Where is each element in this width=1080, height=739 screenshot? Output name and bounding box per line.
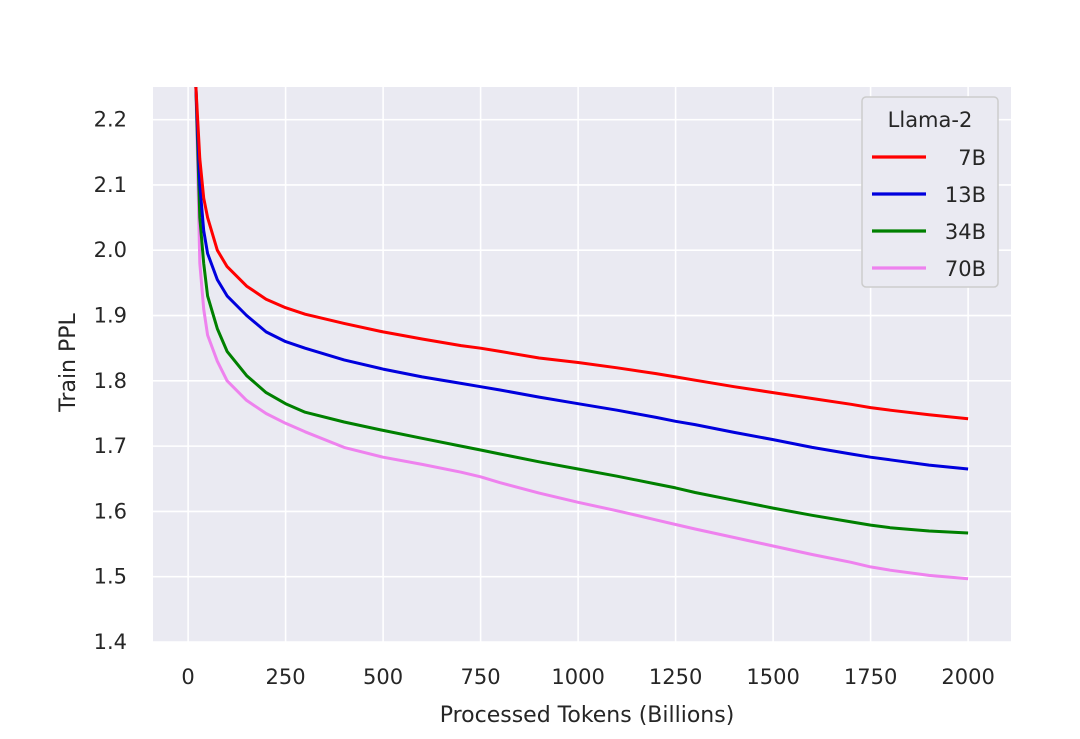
x-tick-label-0: 0 bbox=[181, 665, 194, 689]
legend-label-13b: 13B bbox=[945, 183, 986, 207]
x-tick-label-2: 500 bbox=[363, 665, 403, 689]
x-tick-label-8: 2000 bbox=[941, 665, 994, 689]
series-line-7b bbox=[194, 87, 969, 421]
series-line-13b bbox=[194, 87, 969, 471]
x-axis-ticks: 0 250 500 750 1000 1250 1500 1750 2000 bbox=[181, 665, 994, 689]
y-tick-label-4: 1.8 bbox=[94, 369, 127, 393]
x-tick-label-4: 1000 bbox=[551, 665, 604, 689]
legend: Llama-2 7B 13B 34B 70B bbox=[861, 96, 999, 288]
y-axis-ticks: 1.4 1.5 1.6 1.7 1.8 1.9 2.0 2.1 2.2 bbox=[94, 108, 127, 654]
legend-label-70b: 70B bbox=[945, 257, 986, 281]
legend-box bbox=[861, 96, 999, 288]
y-tick-label-0: 1.4 bbox=[94, 630, 127, 654]
series-line-70b bbox=[194, 87, 969, 581]
y-axis-title: Train PPL bbox=[56, 312, 81, 412]
x-axis-title: Processed Tokens (Billions) bbox=[440, 703, 735, 728]
legend-label-34b: 34B bbox=[945, 220, 986, 244]
x-tick-label-6: 1500 bbox=[746, 665, 799, 689]
x-tick-label-3: 750 bbox=[461, 665, 501, 689]
y-tick-label-3: 1.7 bbox=[94, 434, 127, 458]
series-line-34b bbox=[194, 87, 969, 535]
x-tick-label-7: 1750 bbox=[844, 665, 897, 689]
y-tick-label-7: 2.1 bbox=[94, 173, 127, 197]
legend-title: Llama-2 bbox=[888, 108, 973, 132]
y-tick-label-8: 2.2 bbox=[94, 108, 127, 132]
y-tick-label-2: 1.6 bbox=[94, 499, 127, 523]
legend-label-7b: 7B bbox=[958, 146, 986, 170]
series-layer bbox=[194, 87, 969, 581]
y-tick-label-5: 1.9 bbox=[94, 304, 127, 328]
x-tick-label-5: 1250 bbox=[649, 665, 702, 689]
y-tick-label-1: 1.5 bbox=[94, 565, 127, 589]
y-tick-label-6: 2.0 bbox=[94, 238, 127, 262]
x-tick-label-1: 250 bbox=[266, 665, 306, 689]
